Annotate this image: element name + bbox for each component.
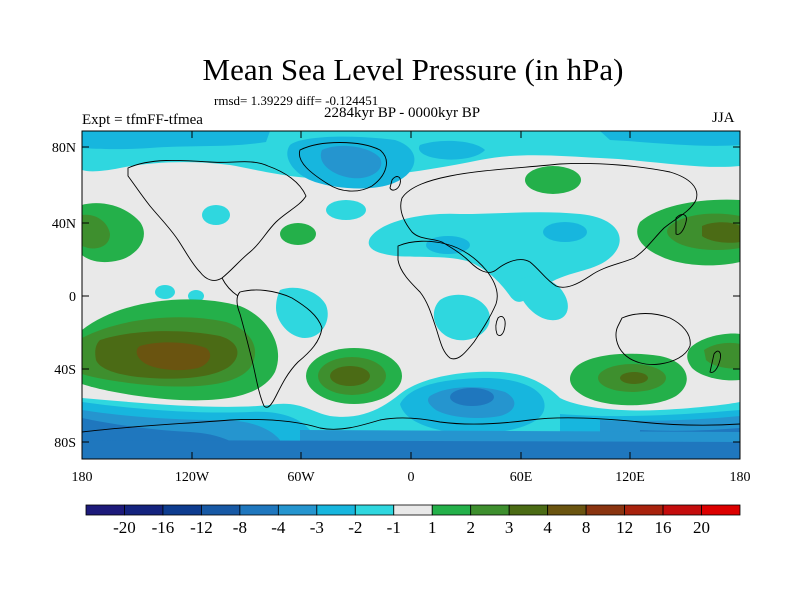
colorbar-label: 16 (655, 518, 672, 537)
australia-coast (615, 313, 691, 365)
madagascar-coast (495, 315, 506, 337)
japan-coast (675, 214, 687, 235)
colorbar-box (124, 504, 164, 516)
uk-coast (389, 176, 401, 191)
colorbar-box (624, 504, 664, 516)
coastlines (82, 142, 740, 433)
north-america-coast (127, 159, 307, 281)
south-america-low (276, 287, 328, 338)
lat-tick-label: 80N (52, 141, 76, 156)
atlantic-positive (280, 223, 316, 245)
africa-coast (397, 240, 498, 360)
lon-tick-label: 180 (730, 470, 751, 485)
lon-tick-label: 120W (175, 470, 210, 485)
rmsd-diff-stats: rmsd= 1.39229 diff= -0.124451 (214, 93, 379, 108)
colorbar-box (431, 504, 472, 516)
antarctica-coast (82, 417, 740, 433)
colorbar-label: -8 (233, 518, 247, 537)
colorbar-label: -1 (387, 518, 401, 537)
new-zealand-coast (709, 350, 721, 373)
lat-tick-label: 40N (52, 217, 76, 232)
lon-tick-label: 60W (287, 470, 315, 485)
colorbar (85, 504, 741, 516)
colorbar-box (354, 504, 395, 516)
lat-tick-label: 40S (54, 363, 76, 378)
colorbar-label: -3 (310, 518, 324, 537)
colorbar-label: -4 (271, 518, 286, 537)
siberia-positive (525, 166, 581, 194)
colorbar-label: -16 (152, 518, 175, 537)
lat-tick-label: 0 (69, 290, 76, 305)
africa-low (433, 294, 490, 341)
colorbar-box (239, 504, 279, 516)
pressure-field (82, 131, 740, 459)
lon-tick-label: 60E (510, 470, 533, 485)
colorbar-box (701, 504, 741, 516)
colorbar-box (508, 504, 549, 516)
south-america-coast (236, 289, 323, 408)
colorbar-box (470, 504, 510, 516)
colorbar-box (277, 504, 318, 516)
colorbar-box (662, 504, 702, 516)
colorbar-label: 3 (505, 518, 514, 537)
lat-tick-label: 80S (54, 436, 76, 451)
season-label: JJA (712, 110, 735, 126)
experiment-label: Expt = tfmFF-tfmea (82, 112, 203, 128)
colorbar-label: 20 (693, 518, 710, 537)
colorbar-box (393, 504, 433, 516)
colorbar-label: -20 (113, 518, 136, 537)
axis-ticks (81, 131, 741, 459)
colorbar-label: 2 (466, 518, 475, 537)
colorbar-label: 4 (543, 518, 552, 537)
lon-tick-label: 120E (615, 470, 645, 485)
colorbar-box (85, 504, 125, 516)
greenland-coast (298, 142, 387, 192)
map-title: Mean Sea Level Pressure (in hPa) (202, 52, 624, 87)
colorbar-box (201, 504, 241, 516)
lon-tick-label: 180 (72, 470, 93, 485)
colorbar-box (162, 504, 202, 516)
colorbar-label: -12 (190, 518, 213, 537)
lon-tick-label: 0 (408, 470, 415, 485)
colorbar-label: 1 (428, 518, 437, 537)
time-period: 2284kyr BP - 0000kyr BP (324, 105, 481, 121)
eurasia-coast (400, 163, 698, 288)
axis-tick-labels: 80N 40N 0 40S 80S 180 120W 60W 0 60E 120E 180 (52, 141, 751, 485)
colorbar-labels: -20 -16 -12 -8 -4 -3 -2 -1 1 2 3 4 8 12 16 20 (113, 518, 710, 537)
greenland-core (320, 145, 382, 179)
colorbar-label: 8 (582, 518, 591, 537)
colorbar-box (547, 504, 587, 516)
colorbar-box (316, 504, 356, 516)
central-america-coast (221, 277, 239, 297)
colorbar-box (585, 504, 625, 516)
colorbar-label: -2 (348, 518, 362, 537)
colorbar-label: 12 (616, 518, 633, 537)
